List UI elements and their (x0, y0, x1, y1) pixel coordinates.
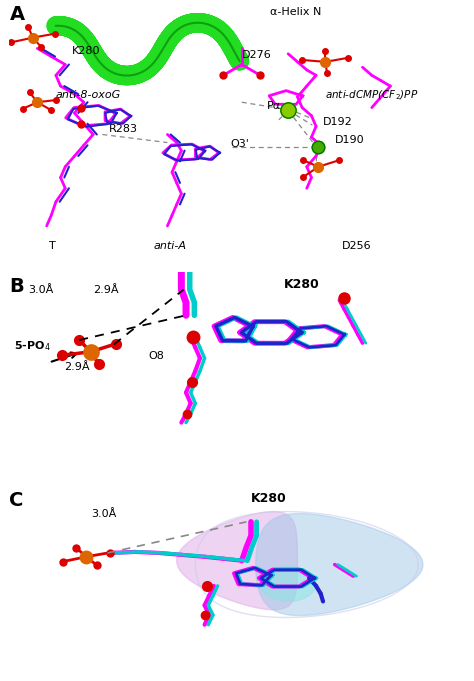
Text: anti-8-oxoG: anti-8-oxoG (56, 90, 121, 100)
Text: D276: D276 (242, 50, 272, 60)
Text: α-Helix N: α-Helix N (270, 7, 321, 17)
Text: K280: K280 (283, 279, 319, 291)
Text: Pα: Pα (267, 101, 282, 111)
Text: O8: O8 (149, 351, 164, 362)
Polygon shape (177, 511, 298, 609)
Text: 2.9Å: 2.9Å (93, 285, 118, 295)
Text: R283: R283 (109, 124, 138, 133)
Text: K280: K280 (251, 492, 287, 505)
Polygon shape (260, 567, 316, 601)
Text: D192: D192 (323, 117, 353, 127)
Text: A: A (9, 5, 25, 25)
Text: K280: K280 (72, 46, 100, 57)
Text: T: T (49, 241, 56, 251)
Text: C: C (9, 491, 24, 510)
Text: 5-PO$_4$: 5-PO$_4$ (14, 340, 51, 353)
Polygon shape (255, 513, 423, 616)
Text: O3': O3' (230, 139, 249, 148)
Text: anti-dCMP(CF$_2$)PP: anti-dCMP(CF$_2$)PP (325, 89, 419, 102)
Text: D256: D256 (342, 241, 371, 251)
Text: anti-A: anti-A (154, 241, 186, 251)
Text: 2.9Å: 2.9Å (64, 362, 90, 372)
Text: B: B (9, 276, 24, 296)
Text: D190: D190 (335, 135, 364, 145)
Text: 3.0Å: 3.0Å (91, 509, 116, 519)
Text: 3.0Å: 3.0Å (28, 285, 54, 295)
